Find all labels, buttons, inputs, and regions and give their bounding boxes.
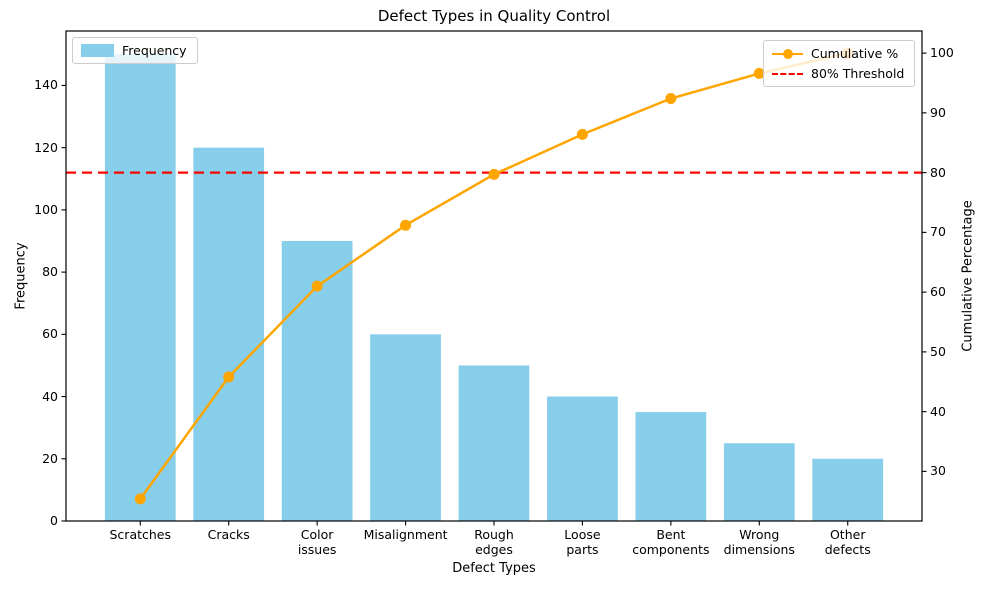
- y-tick-label-left: 120: [34, 139, 58, 155]
- frequency-bar: [723, 443, 795, 521]
- cumulative-point: [134, 493, 146, 505]
- cumulative-point: [576, 128, 588, 140]
- cumulative-point: [311, 280, 323, 292]
- cumulative-point: [223, 371, 235, 383]
- x-axis-label: Defect Types: [452, 561, 536, 576]
- frequency-bar: [812, 458, 884, 521]
- x-tick-label: Wrong dimensions: [723, 527, 795, 557]
- x-tick-label: Scratches: [109, 527, 172, 542]
- y-tick-label-right: 30: [930, 463, 946, 479]
- y-tick-label-left: 80: [42, 264, 58, 280]
- legend-row-frequency: Frequency: [81, 42, 187, 59]
- x-tick-label: Cracks: [207, 527, 250, 542]
- y-tick-label-left: 0: [50, 513, 58, 528]
- y-tick-label-right: 70: [930, 224, 946, 240]
- frequency-bar: [547, 396, 618, 521]
- x-tick-label: Color issues: [297, 527, 337, 557]
- y-tick-label-left: 20: [42, 450, 58, 466]
- y-axis-label-right: Cumulative Percentage: [960, 200, 976, 352]
- legend-lines: Cumulative % 80% Threshold: [763, 40, 916, 87]
- legend-label-frequency: Frequency: [122, 43, 187, 58]
- y-tick-label-right: 50: [930, 343, 946, 359]
- y-tick-label-right: 90: [930, 104, 946, 120]
- legend-label-cumulative: Cumulative %: [811, 46, 899, 61]
- y-tick-label-left: 100: [34, 201, 58, 217]
- y-tick-label-left: 140: [34, 77, 58, 93]
- x-tick-label: Misalignment: [363, 527, 448, 542]
- frequency-bar: [458, 365, 530, 521]
- y-tick-label-left: 60: [42, 326, 58, 342]
- x-tick-label: Loose parts: [564, 527, 601, 557]
- legend-row-threshold: 80% Threshold: [772, 65, 904, 82]
- chart-title: Defect Types in Quality Control: [377, 7, 611, 25]
- y-tick-label-right: 100: [930, 45, 954, 61]
- cumulative-point: [400, 219, 412, 231]
- y-tick-label-right: 40: [930, 403, 946, 419]
- y-tick-label-right: 80: [930, 164, 946, 180]
- x-tick-label: Bent components: [632, 527, 710, 557]
- cumulative-point: [753, 67, 765, 79]
- cumulative-point: [665, 93, 677, 105]
- frequency-swatch-icon: [81, 44, 114, 57]
- legend-label-threshold: 80% Threshold: [811, 66, 905, 81]
- frequency-bar: [635, 412, 707, 521]
- y-tick-label-right: 60: [930, 284, 946, 300]
- x-tick-label: Other defects: [824, 527, 871, 557]
- cumulative-point: [488, 168, 500, 180]
- x-tick-label: Rough edges: [474, 527, 514, 557]
- frequency-bar: [370, 334, 441, 521]
- legend-row-cumulative: Cumulative %: [772, 45, 904, 62]
- threshold-line-icon: [772, 68, 803, 80]
- cumulative-line-icon: [772, 48, 803, 60]
- legend-frequency: Frequency: [72, 37, 198, 64]
- y-tick-label-left: 40: [42, 388, 58, 404]
- frequency-bar: [193, 147, 265, 521]
- frequency-bar: [104, 54, 176, 521]
